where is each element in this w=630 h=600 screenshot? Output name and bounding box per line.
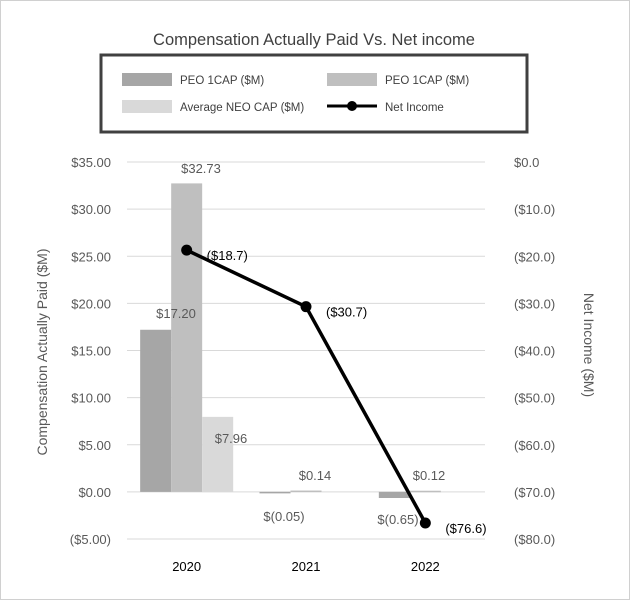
- y-tick-label: $20.00: [71, 296, 111, 311]
- legend-box: [99, 53, 529, 134]
- y2-tick-label: ($70.0): [514, 485, 555, 500]
- y2-tick-label: ($60.0): [514, 438, 555, 453]
- bar: [290, 490, 322, 493]
- bar: [378, 491, 410, 499]
- legend-swatch-average-neo-cap: [122, 100, 172, 113]
- bar-data-label: $0.14: [299, 468, 332, 483]
- legend-label-average-neo-cap: Average NEO CAP ($M): [180, 102, 304, 114]
- net-income-point: [181, 244, 193, 256]
- net-income-data-label: ($18.7): [207, 248, 248, 263]
- net-income-point: [300, 301, 312, 313]
- x-tick-label: 2022: [411, 559, 440, 574]
- legend-marker-net-income: [347, 101, 357, 111]
- legend-swatch-peo1-cap-b: [327, 73, 377, 86]
- y-tick-label: $15.00: [71, 344, 111, 359]
- bar-data-label: $32.73: [181, 161, 221, 176]
- y2-tick-label: ($50.0): [514, 391, 555, 406]
- y2-tick-label: ($10.0): [514, 202, 555, 217]
- y2-tick-label: ($40.0): [514, 344, 555, 359]
- legend-label-net-income: Net Income: [385, 102, 444, 114]
- bar-data-label: $(0.05): [263, 509, 304, 524]
- x-tick-label: 2020: [172, 559, 201, 574]
- y-tick-label: $35.00: [71, 155, 111, 170]
- net-income-data-label: ($76.6): [445, 521, 486, 536]
- chart-title: Compensation Actually Paid Vs. Net incom…: [153, 31, 475, 49]
- y2-axis-label: Net Income ($M): [581, 293, 597, 397]
- bar-data-label: $7.96: [215, 431, 248, 446]
- plot-area: $35.00 $0.0 $30.00 ($10.0) $25.00 ($20.0) $20.…: [70, 155, 555, 574]
- y-tick-label: $10.00: [71, 391, 111, 406]
- legend-swatch-peo1-cap-a: [122, 73, 172, 86]
- bar: [140, 329, 172, 492]
- bar: [171, 183, 203, 492]
- legend-label-peo1-cap-b: PEO 1CAP ($M): [385, 75, 469, 87]
- y-axis-label: Compensation Actually Paid ($M): [34, 249, 50, 456]
- bar-data-label: $17.20: [156, 306, 196, 321]
- y2-tick-label: $0.0: [514, 155, 539, 170]
- y2-tick-label: ($20.0): [514, 249, 555, 264]
- x-tick-label: 2021: [292, 559, 321, 574]
- y-tick-label: $30.00: [71, 202, 111, 217]
- bar: [202, 416, 234, 492]
- bar-data-label: $(0.65): [377, 512, 418, 527]
- y-tick-label: $0.00: [78, 485, 111, 500]
- y-tick-label: ($5.00): [70, 532, 111, 547]
- y2-tick-label: ($80.0): [514, 532, 555, 547]
- legend-label-peo1-cap-a: PEO 1CAP ($M): [180, 75, 264, 87]
- y-tick-label: $5.00: [78, 438, 111, 453]
- net-income-data-label: ($30.7): [326, 305, 367, 320]
- y2-tick-label: ($30.0): [514, 296, 555, 311]
- legend: PEO 1CAP ($M) PEO 1CAP ($M) Average NEO …: [99, 53, 529, 134]
- bar: [259, 491, 291, 494]
- bar: [409, 490, 441, 493]
- y-tick-label: $25.00: [71, 249, 111, 264]
- bar-data-label: $0.12: [413, 468, 446, 483]
- net-income-point: [419, 517, 431, 529]
